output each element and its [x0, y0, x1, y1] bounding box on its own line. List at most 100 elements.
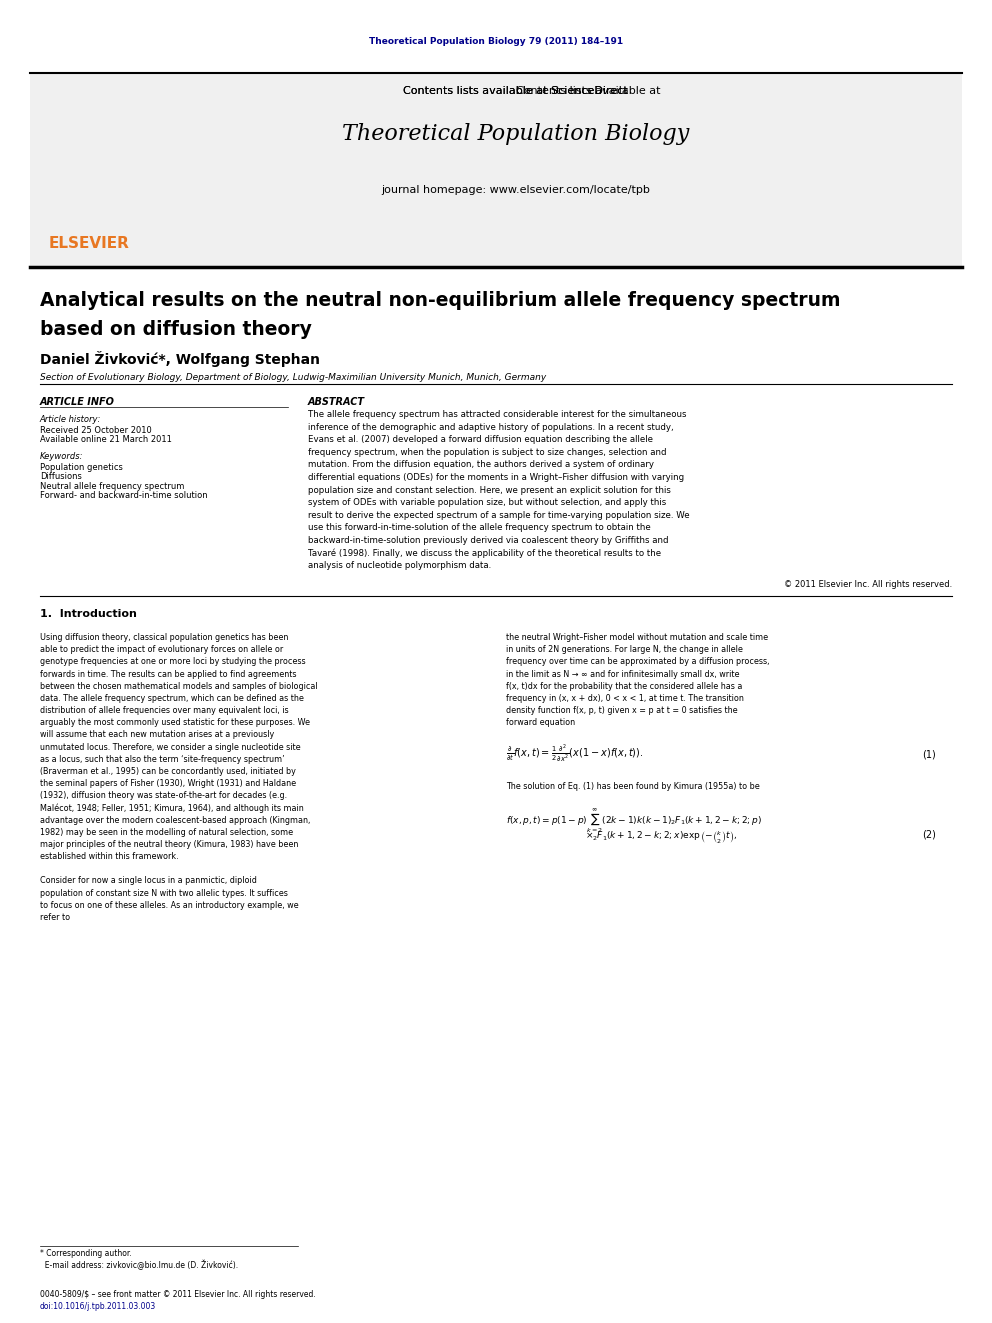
Text: Article history:: Article history: — [40, 415, 101, 425]
Bar — [87, 115, 97, 128]
Text: Contents lists available at: Contents lists available at — [516, 86, 664, 97]
Text: Keywords:: Keywords: — [40, 452, 83, 462]
Text: genotype frequencies at one or more loci by studying the process: genotype frequencies at one or more loci… — [40, 658, 306, 667]
Text: ARTICLE INFO: ARTICLE INFO — [40, 397, 114, 407]
Text: frequency in (x, x + dx), 0 < x < 1, at time t. The transition: frequency in (x, x + dx), 0 < x < 1, at … — [506, 693, 744, 703]
Text: major principles of the neutral theory (Kimura, 1983) have been: major principles of the neutral theory (… — [40, 840, 298, 849]
Text: Diffusions: Diffusions — [40, 472, 81, 482]
Text: the neutral Wright–Fisher model without mutation and scale time: the neutral Wright–Fisher model without … — [506, 634, 768, 642]
Bar — [40, 176, 50, 188]
Text: population of constant size N with two allelic types. It suffices: population of constant size N with two a… — [40, 889, 288, 898]
Bar — [111, 130, 121, 143]
Text: Using diffusion theory, classical population genetics has been: Using diffusion theory, classical popula… — [40, 634, 288, 642]
Bar — [52, 205, 62, 218]
Bar — [75, 205, 85, 218]
Text: ELSEVIER: ELSEVIER — [49, 237, 130, 251]
Text: © 2011 Elsevier Inc. All rights reserved.: © 2011 Elsevier Inc. All rights reserved… — [784, 579, 952, 589]
Text: mutation. From the diffusion equation, the authors derived a system of ordinary: mutation. From the diffusion equation, t… — [308, 460, 654, 470]
Text: Forward- and backward-in-time solution: Forward- and backward-in-time solution — [40, 491, 207, 500]
Bar — [52, 115, 62, 128]
Bar — [63, 205, 73, 218]
Text: refer to: refer to — [40, 913, 69, 922]
Text: Theoretical Population Biology 79 (2011) 184–191: Theoretical Population Biology 79 (2011)… — [369, 37, 623, 46]
Text: population size and constant selection. Here, we present an explicit solution fo: population size and constant selection. … — [308, 486, 671, 495]
Text: Analytical results on the neutral non-equilibrium allele frequency spectrum: Analytical results on the neutral non-eq… — [40, 291, 840, 310]
Bar — [99, 115, 109, 128]
Text: to focus on one of these alleles. As an introductory example, we: to focus on one of these alleles. As an … — [40, 901, 299, 910]
Text: density function f(x, p, t) given x = p at t = 0 satisfies the: density function f(x, p, t) given x = p … — [506, 706, 737, 716]
Text: (2): (2) — [923, 830, 936, 840]
Text: Consider for now a single locus in a panmictic, diploid: Consider for now a single locus in a pan… — [40, 877, 257, 885]
Text: (Braverman et al., 1995) can be concordantly used, initiated by: (Braverman et al., 1995) can be concorda… — [40, 767, 296, 777]
Text: arguably the most commonly used statistic for these purposes. We: arguably the most commonly used statisti… — [40, 718, 310, 728]
Text: Section of Evolutionary Biology, Department of Biology, Ludwig-Maximilian Univer: Section of Evolutionary Biology, Departm… — [40, 373, 546, 382]
Bar — [40, 101, 50, 112]
Bar — [87, 130, 97, 143]
Text: TPB: TPB — [804, 97, 824, 106]
Text: distribution of allele frequencies over many equivalent loci, is: distribution of allele frequencies over … — [40, 706, 289, 716]
Text: in units of 2N generations. For large N, the change in allele: in units of 2N generations. For large N,… — [506, 646, 743, 655]
Text: established within this framework.: established within this framework. — [40, 852, 179, 861]
Text: Contents lists available at ScienceDirect: Contents lists available at ScienceDirec… — [404, 86, 628, 97]
Bar — [40, 191, 50, 204]
Text: forwards in time. The results can be applied to find agreements: forwards in time. The results can be app… — [40, 669, 297, 679]
Text: will assume that each new mutation arises at a previously: will assume that each new mutation arise… — [40, 730, 274, 740]
Bar — [111, 115, 121, 128]
Bar — [99, 176, 109, 188]
Bar — [75, 191, 85, 204]
Bar — [87, 205, 97, 218]
Text: inference of the demographic and adaptive history of populations. In a recent st: inference of the demographic and adaptiv… — [308, 423, 674, 431]
Bar — [99, 205, 109, 218]
Bar — [123, 101, 133, 112]
Bar — [99, 160, 109, 173]
Bar — [99, 101, 109, 112]
Text: result to derive the expected spectrum of a sample for time-varying population s: result to derive the expected spectrum o… — [308, 511, 689, 520]
Bar — [87, 146, 97, 157]
Text: The allele frequency spectrum has attracted considerable interest for the simult: The allele frequency spectrum has attrac… — [308, 410, 686, 419]
Text: Population genetics: Population genetics — [40, 463, 123, 472]
Text: Received 25 October 2010: Received 25 October 2010 — [40, 426, 152, 435]
Bar — [123, 160, 133, 173]
Text: forward equation: forward equation — [506, 718, 575, 728]
Bar — [99, 191, 109, 204]
Bar — [123, 115, 133, 128]
Text: $\times {}_2F_1(k+1, 2-k; 2; x)\exp\left(-\binom{k}{2}t\right),$: $\times {}_2F_1(k+1, 2-k; 2; x)\exp\left… — [585, 830, 738, 845]
Text: (1): (1) — [923, 749, 936, 759]
Text: advantage over the modern coalescent-based approach (Kingman,: advantage over the modern coalescent-bas… — [40, 815, 310, 824]
Bar — [123, 146, 133, 157]
Text: differential equations (ODEs) for the moments in a Wright–Fisher diffusion with : differential equations (ODEs) for the mo… — [308, 474, 683, 482]
Text: as a locus, such that also the term ‘site-frequency spectrum’: as a locus, such that also the term ‘sit… — [40, 754, 285, 763]
Text: * Corresponding author.
  E-mail address: zivkovic@bio.lmu.de (D. Živković).: * Corresponding author. E-mail address: … — [40, 1249, 238, 1270]
Text: journal homepage: www.elsevier.com/locate/tpb: journal homepage: www.elsevier.com/locat… — [381, 185, 651, 196]
Text: in the limit as N → ∞ and for infinitesimally small dx, write: in the limit as N → ∞ and for infinitesi… — [506, 669, 739, 679]
Bar — [111, 205, 121, 218]
Bar — [40, 205, 50, 218]
Text: the seminal papers of Fisher (1930), Wright (1931) and Haldane: the seminal papers of Fisher (1930), Wri… — [40, 779, 296, 789]
Bar — [63, 176, 73, 188]
Text: Evans et al. (2007) developed a forward diffusion equation describing the allele: Evans et al. (2007) developed a forward … — [308, 435, 653, 445]
Text: Contents lists available at ScienceDirect: Contents lists available at ScienceDirec… — [404, 86, 628, 97]
Text: frequency spectrum, when the population is subject to size changes, selection an: frequency spectrum, when the population … — [308, 447, 666, 456]
Text: $\frac{\partial}{\partial t}f(x, t) = \frac{1}{2}\frac{\partial^2}{\partial x^2}: $\frac{\partial}{\partial t}f(x, t) = \f… — [506, 742, 644, 763]
Text: f(x, t)dx for the probability that the considered allele has a: f(x, t)dx for the probability that the c… — [506, 681, 742, 691]
Bar — [40, 160, 50, 173]
Text: 1982) may be seen in the modelling of natural selection, some: 1982) may be seen in the modelling of na… — [40, 828, 293, 837]
Text: ABSTRACT: ABSTRACT — [308, 397, 364, 407]
Text: analysis of nucleotide polymorphism data.: analysis of nucleotide polymorphism data… — [308, 561, 491, 570]
Bar — [123, 130, 133, 143]
Bar — [52, 130, 62, 143]
Bar — [52, 160, 62, 173]
Text: 0040-5809/$ – see front matter © 2011 Elsevier Inc. All rights reserved.: 0040-5809/$ – see front matter © 2011 El… — [40, 1290, 315, 1299]
Text: The solution of Eq. (1) has been found by Kimura (1955a) to be: The solution of Eq. (1) has been found b… — [506, 782, 760, 791]
Bar — [63, 191, 73, 204]
Text: (1932), diffusion theory was state-of-the-art for decades (e.g.: (1932), diffusion theory was state-of-th… — [40, 791, 287, 800]
Bar — [99, 146, 109, 157]
Text: 1.  Introduction: 1. Introduction — [40, 609, 137, 619]
Text: unmutated locus. Therefore, we consider a single nucleotide site: unmutated locus. Therefore, we consider … — [40, 742, 301, 751]
Bar — [63, 130, 73, 143]
Text: frequency over time can be approximated by a diffusion process,: frequency over time can be approximated … — [506, 658, 770, 667]
Text: Tavaré (1998). Finally, we discuss the applicability of the theoretical results : Tavaré (1998). Finally, we discuss the a… — [308, 549, 661, 558]
Text: $f(x,p,t) = p(1-p)\sum_{k=2}^{\infty}(2k-1)k(k-1){}_2F_1(k+1, 2-k; 2; p)$: $f(x,p,t) = p(1-p)\sum_{k=2}^{\infty}(2k… — [506, 806, 762, 835]
Bar — [123, 176, 133, 188]
Text: between the chosen mathematical models and samples of biological: between the chosen mathematical models a… — [40, 681, 317, 691]
